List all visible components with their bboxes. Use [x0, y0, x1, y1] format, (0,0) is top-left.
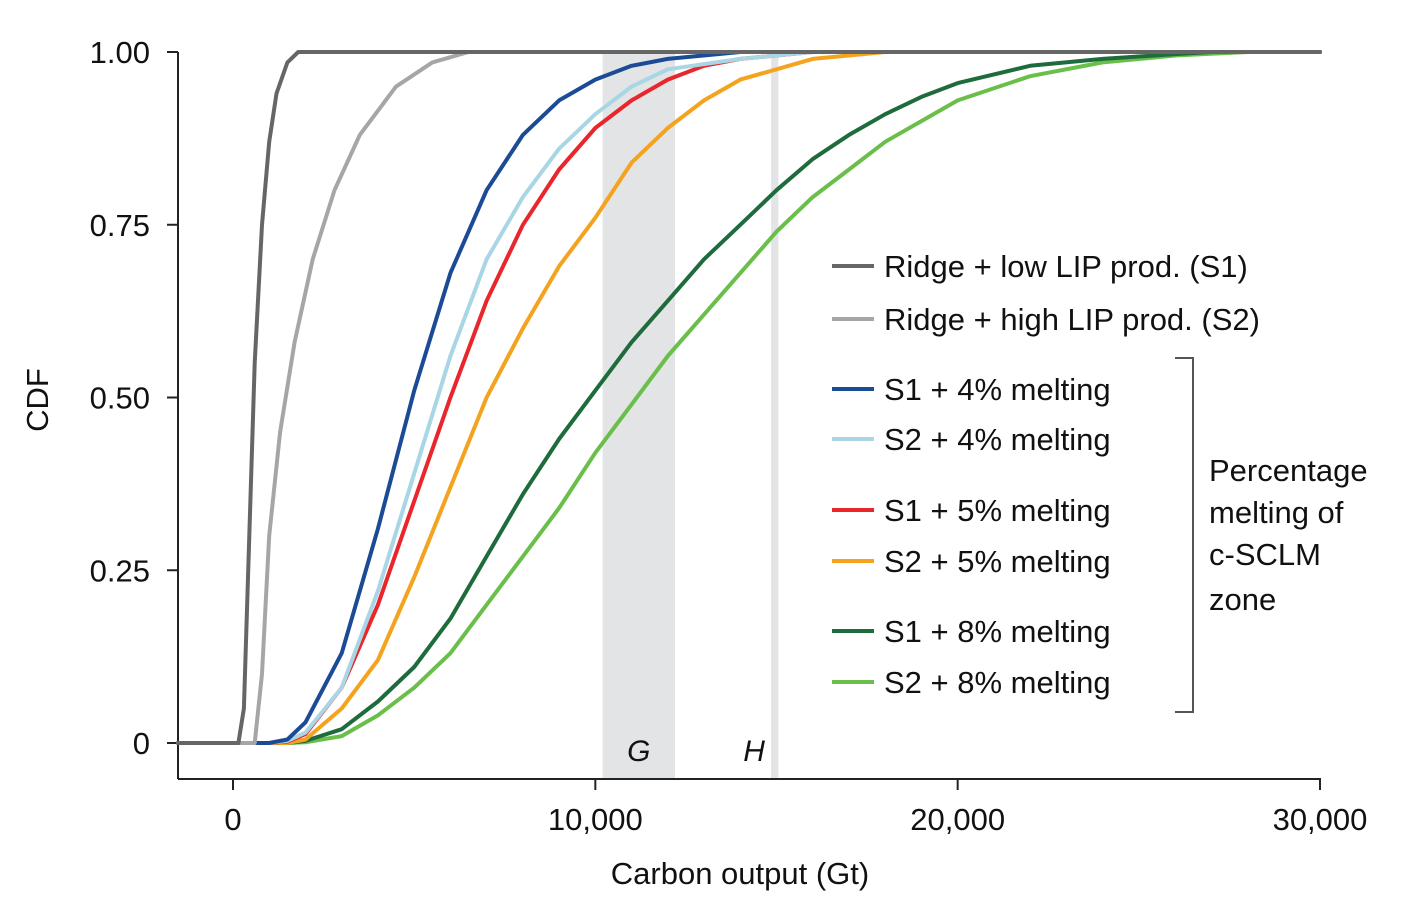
x-ticks: 0 10,000 20,000 30,000 [224, 779, 1367, 837]
legend-label-6: S1 + 8% melting [884, 614, 1111, 649]
y-tick-label: 0 [133, 726, 150, 761]
legend-label-7: S2 + 8% melting [884, 665, 1111, 700]
legend-label-1: Ridge + high LIP prod. (S2) [884, 302, 1260, 337]
y-ticks: 0 0.25 0.50 0.75 1.00 [90, 35, 178, 761]
y-tick-label: 0.75 [90, 208, 150, 243]
y-axis-label: CDF [20, 368, 55, 432]
bracket-path [1175, 357, 1194, 713]
series-line-5 [176, 50, 1322, 745]
region-label-G: G [627, 735, 650, 768]
y-tick-label: 1.00 [90, 35, 150, 70]
legend-group-label-line: Percentage [1209, 453, 1368, 488]
shaded-region-H [771, 52, 779, 779]
x-axis-label: Carbon output (Gt) [611, 856, 869, 891]
legend-label-5: S2 + 5% melting [884, 544, 1111, 579]
region-label-H: H [743, 735, 765, 768]
legend-label-0: Ridge + low LIP prod. (S1) [884, 249, 1248, 284]
series-lines [176, 50, 1322, 745]
series-line-6 [176, 50, 1322, 745]
legend-group-label: Percentage melting of c-SCLM zone [1209, 453, 1368, 617]
x-tick-label: 0 [224, 802, 241, 837]
legend-group-label-line: zone [1209, 582, 1276, 617]
series-line-1 [176, 50, 1322, 745]
shaded-region-G [602, 52, 676, 779]
series-line-0 [176, 50, 1322, 745]
series-line-7 [176, 50, 1322, 745]
legend-group-bracket [1175, 357, 1194, 713]
x-tick-label: 30,000 [1273, 802, 1368, 837]
x-tick-label: 20,000 [910, 802, 1005, 837]
x-tick-label: 10,000 [548, 802, 643, 837]
shaded-regions [602, 52, 779, 779]
legend: Ridge + low LIP prod. (S1) Ridge + high L… [832, 249, 1260, 700]
series-line-2 [176, 50, 1322, 745]
y-tick-label: 0.50 [90, 381, 150, 416]
legend-label-2: S1 + 4% melting [884, 372, 1111, 407]
legend-label-3: S2 + 4% melting [884, 422, 1111, 457]
y-tick-label: 0.25 [90, 553, 150, 588]
legend-label-4: S1 + 5% melting [884, 493, 1111, 528]
legend-group-label-line: c-SCLM [1209, 537, 1321, 572]
axes: 0 10,000 20,000 30,000 0 0.25 0.50 0.75 1.00 Ca… [20, 35, 1367, 891]
legend-group-label-line: melting of [1209, 495, 1344, 530]
